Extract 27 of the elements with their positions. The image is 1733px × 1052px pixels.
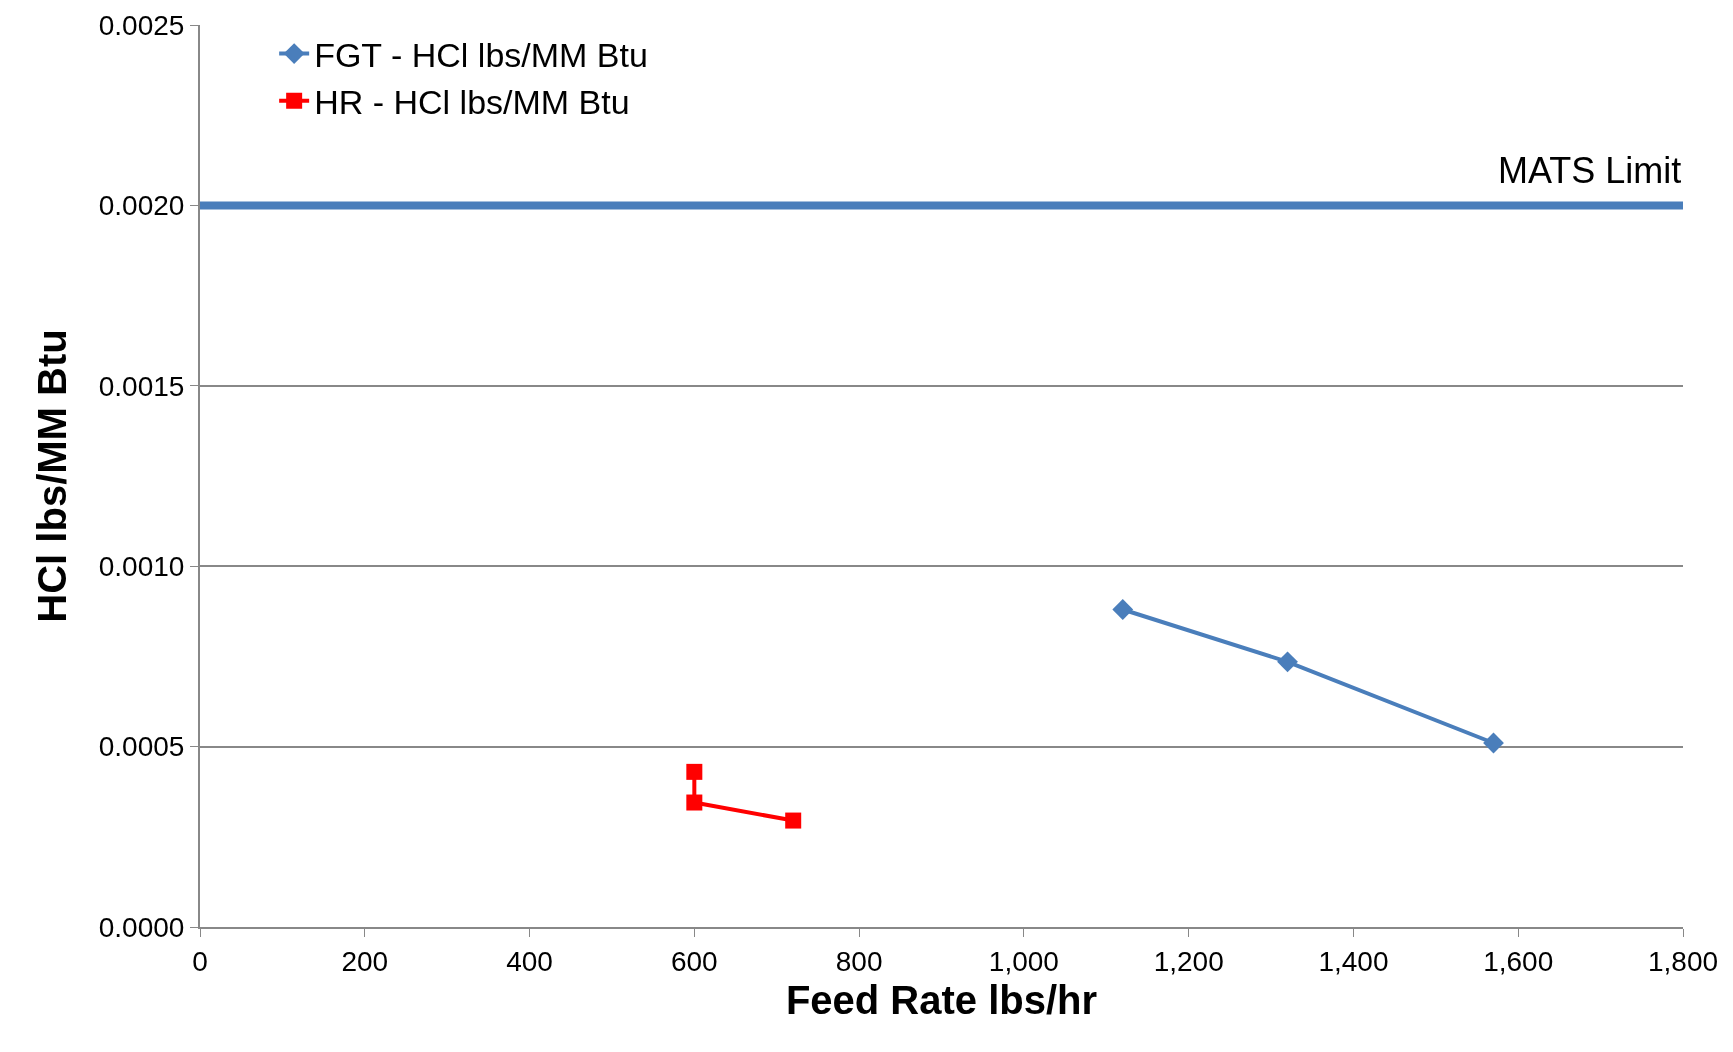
ref-line-label: MATS Limit [1498, 150, 1682, 191]
legend-label: FGT - HCl lbs/MM Btu [314, 35, 648, 74]
x-tick-label: 200 [341, 945, 389, 977]
x-tick-label: 1,400 [1318, 945, 1389, 977]
y-tick-label: 0.0010 [98, 551, 185, 582]
legend-label: HR - HCl lbs/MM Btu [314, 83, 630, 122]
x-tick-label: 0 [192, 945, 208, 977]
y-tick-label: 0.0000 [98, 911, 185, 943]
x-tick-label: 1,800 [1647, 945, 1719, 977]
x-tick-label: 1,600 [1483, 945, 1554, 977]
y-tick-label: 0.0025 [98, 9, 185, 41]
x-tick-label: 1,200 [1153, 945, 1224, 977]
point [1483, 732, 1504, 754]
x-tick-label: 400 [506, 945, 553, 977]
x-tick-label: 600 [670, 945, 718, 977]
point [686, 794, 703, 811]
point [1112, 599, 1134, 620]
x-axis-title: Feed Rate lbs/hr [785, 977, 1098, 1022]
point [785, 812, 802, 829]
y-axis-title: HCl lbs/MM Btu [29, 329, 74, 623]
point [686, 763, 703, 780]
y-tick-label: 0.0015 [98, 370, 185, 402]
x-tick-label: 800 [835, 945, 883, 977]
point [1277, 651, 1298, 673]
y-tick-label: 0.0020 [98, 190, 185, 222]
x-tick-label: 1,000 [988, 945, 1059, 977]
y-tick-label: 0.0005 [98, 731, 185, 763]
